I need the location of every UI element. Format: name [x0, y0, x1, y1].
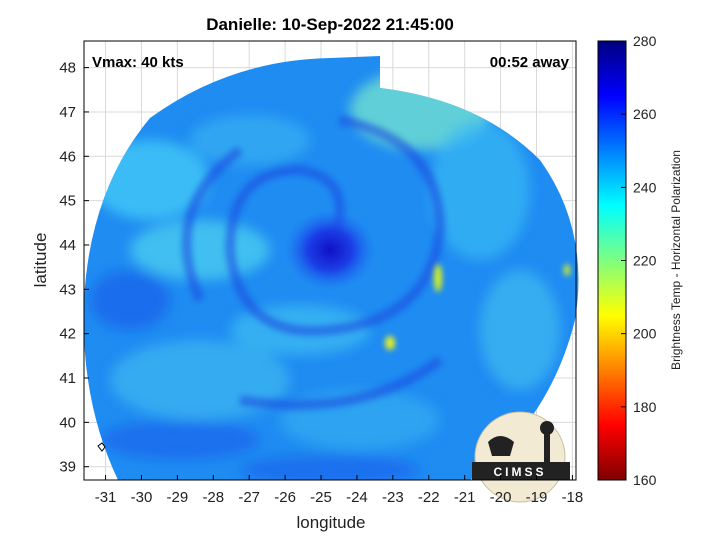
colorbar-tick-label: 240 — [633, 179, 657, 195]
x-tick-label: -18 — [562, 489, 584, 506]
x-tick-label: -28 — [202, 489, 224, 506]
y-tick-label: 45 — [59, 193, 76, 210]
x-tick-label: -23 — [382, 489, 404, 506]
y-tick-label: 48 — [59, 60, 76, 77]
chart-title: Danielle: 10-Sep-2022 21:45:00 — [206, 15, 454, 34]
brightness-temp-swath — [83, 56, 579, 480]
colorbar-ticks: 160 180 200 220 240 260 280 — [621, 33, 657, 488]
colorbar-tick-label: 220 — [633, 253, 657, 269]
island-outline — [97, 442, 106, 452]
x-axis-label: longitude — [296, 513, 365, 532]
x-tick-label: -19 — [526, 489, 548, 506]
logo-text: CIMSS — [493, 465, 546, 479]
x-tick-label: -30 — [131, 489, 153, 506]
y-tick-label: 46 — [59, 148, 76, 165]
colorbar-tick-label: 160 — [633, 472, 657, 488]
y-tick-label: 40 — [59, 414, 76, 431]
time-away-annotation: 00:52 away — [490, 54, 570, 71]
x-tick-label: -26 — [274, 489, 296, 506]
plot-frame — [83, 40, 577, 481]
y-tick-label: 39 — [59, 459, 76, 476]
x-tick-label: -21 — [454, 489, 476, 506]
colorbar-tick-label: 200 — [633, 326, 657, 342]
x-tick-label: -22 — [418, 489, 440, 506]
y-tick-label: 42 — [59, 326, 76, 343]
x-tick-label: -24 — [346, 489, 368, 506]
x-tick-label: -27 — [238, 489, 260, 506]
y-tick-label: 44 — [59, 237, 76, 254]
colorbar-label: Brightness Temp - Horizontal Polarizatio… — [669, 150, 683, 370]
y-tick-label: 47 — [59, 104, 76, 121]
y-axis-ticks: 39 40 41 42 43 44 45 46 47 48 — [59, 60, 89, 476]
colorbar-tick-label: 280 — [633, 33, 657, 49]
x-tick-label: -29 — [167, 489, 189, 506]
x-axis-ticks: -31 -30 -29 -28 -27 -26 -25 -24 -23 -22 -21 -20 -19-… — [95, 475, 584, 506]
colorbar-tick-label: 180 — [633, 399, 657, 415]
vmax-annotation: Vmax: 40 kts — [92, 54, 184, 71]
x-tick-label: -31 — [95, 489, 117, 506]
x-tick-label: -25 — [310, 489, 332, 506]
y-tick-label: 41 — [59, 370, 76, 387]
y-tick-label: 43 — [59, 281, 76, 298]
x-tick-label: -20 — [490, 489, 512, 506]
colorbar-tick-label: 260 — [633, 106, 657, 122]
y-axis-label: latitude — [31, 233, 50, 288]
